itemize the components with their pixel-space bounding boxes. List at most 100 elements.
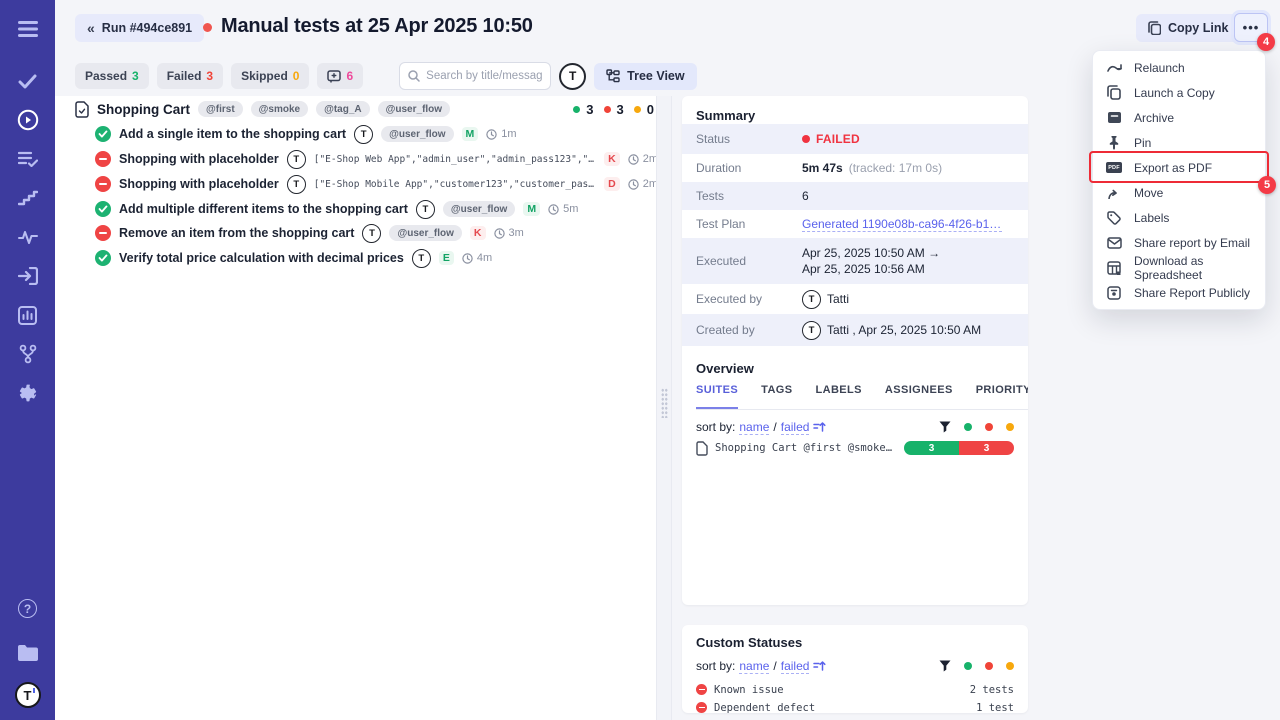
menu-item-move[interactable]: Move	[1093, 181, 1265, 205]
legend-failed-dot[interactable]	[985, 423, 993, 431]
suite-tag[interactable]: @first	[198, 101, 243, 117]
test-row[interactable]: Verify total price calculation with deci…	[95, 248, 658, 268]
test-row[interactable]: Add multiple different items to the shop…	[95, 199, 658, 219]
test-duration: 4m	[462, 252, 492, 264]
resize-handle[interactable]	[661, 388, 668, 418]
menu-item-labels[interactable]: Labels	[1093, 206, 1265, 230]
branch-icon[interactable]	[0, 339, 55, 369]
file-icon	[696, 441, 708, 456]
legend-passed-dot[interactable]	[964, 662, 972, 670]
test-plan-link[interactable]: Generated 1190e08b-ca96-4f26-b10f-d6dc..…	[802, 217, 1002, 232]
tab-priority[interactable]: PRIORITY	[976, 384, 1028, 409]
suite-row[interactable]: Shopping Cart @first @smoke @tag_A @user…	[75, 99, 654, 119]
suite-tag[interactable]: @tag_A	[316, 101, 370, 117]
legend-passed-dot[interactable]	[964, 423, 972, 431]
suite-tag[interactable]: @smoke	[251, 101, 308, 117]
copy-link-button[interactable]: Copy Link	[1136, 14, 1240, 42]
test-duration: 3m	[494, 227, 524, 239]
back-button-label: Run #494ce891	[102, 21, 192, 35]
sort-by-name-link[interactable]: name	[739, 420, 769, 435]
sort-by-name-link[interactable]: name	[739, 659, 769, 674]
import-icon[interactable]	[0, 261, 55, 291]
bar-failed-segment: 3	[959, 441, 1014, 455]
gear-icon[interactable]	[0, 378, 55, 408]
passed-icon	[95, 250, 111, 266]
filter-passed[interactable]: Passed 3	[75, 63, 149, 89]
filter-skipped[interactable]: Skipped 0	[231, 63, 309, 89]
tab-assignees[interactable]: ASSIGNEES	[885, 384, 953, 409]
filter-funnel-icon[interactable]	[939, 421, 951, 433]
suite-tag[interactable]: @user_flow	[378, 101, 450, 117]
archive-icon	[1106, 111, 1122, 124]
folder-icon[interactable]	[0, 638, 55, 668]
test-row[interactable]: Add a single item to the shopping cart T…	[95, 124, 658, 144]
chart-icon[interactable]	[0, 300, 55, 330]
legend-skipped-dot[interactable]	[1006, 662, 1014, 670]
sort-by-failed-link[interactable]: failed	[781, 420, 810, 435]
test-example-data: ["E-Shop Mobile App","customer123","cust…	[314, 179, 596, 190]
summary-row-executed-by: Executed by T Tatti	[682, 284, 1028, 314]
menu-icon[interactable]	[0, 14, 55, 44]
menu-item-relaunch[interactable]: Relaunch	[1093, 56, 1265, 80]
tab-suites[interactable]: SUITES	[696, 384, 738, 409]
suite-counts: 3 3 0	[573, 102, 654, 117]
menu-item-archive[interactable]: Archive	[1093, 106, 1265, 130]
failed-status-dot	[203, 23, 212, 32]
sort-asc-icon[interactable]	[813, 421, 826, 433]
custom-status-row[interactable]: Known issue 2 tests	[696, 681, 1014, 698]
tab-labels[interactable]: LABELS	[815, 384, 861, 409]
actions-dropdown-menu: Relaunch Launch a Copy Archive Pin PDF E…	[1092, 50, 1266, 310]
row-label: Test Plan	[682, 217, 802, 231]
search-icon	[408, 70, 420, 82]
steps-icon[interactable]	[0, 183, 55, 213]
tab-tags[interactable]: TAGS	[761, 384, 792, 409]
menu-item-export-pdf[interactable]: PDF Export as PDF	[1093, 156, 1265, 180]
menu-item-label: Move	[1134, 186, 1163, 200]
help-icon[interactable]: ?	[18, 599, 37, 618]
search-input[interactable]	[426, 70, 542, 82]
duration-text: 4m	[477, 252, 492, 264]
status-letter-badge: M	[523, 202, 540, 216]
list-check-icon[interactable]	[0, 144, 55, 174]
skipped-dot	[634, 106, 641, 113]
activity-icon[interactable]	[0, 222, 55, 252]
test-row[interactable]: Shopping with placeholder T ["E-Shop Web…	[95, 149, 658, 169]
custom-status-count: 1 test	[976, 702, 1014, 714]
menu-item-share-publicly[interactable]: Share Report Publicly	[1093, 281, 1265, 305]
overview-suite-row[interactable]: Shopping Cart @first @smoke … 3 3	[696, 440, 1014, 456]
custom-status-row[interactable]: Dependent defect 1 test	[696, 699, 1014, 713]
test-example-data: ["E-Shop Web App","admin_user","admin_pa…	[314, 154, 596, 165]
menu-item-pin[interactable]: Pin	[1093, 131, 1265, 155]
author-filter-toggle[interactable]: T	[559, 63, 586, 90]
failed-icon	[696, 684, 707, 695]
status-letter-badge: E	[439, 251, 454, 265]
overview-suite-label: Shopping Cart @first @smoke …	[715, 442, 897, 454]
legend-skipped-dot[interactable]	[1006, 423, 1014, 431]
menu-item-download-spreadsheet[interactable]: Download as Spreadsheet	[1093, 256, 1265, 280]
play-circle-icon[interactable]	[0, 105, 55, 135]
created-by-name: Tatti , Apr 25, 2025 10:50 AM	[827, 323, 981, 337]
user-avatar[interactable]: T	[15, 682, 41, 708]
legend-failed-dot[interactable]	[985, 662, 993, 670]
check-icon[interactable]	[0, 66, 55, 96]
test-tag[interactable]: @user_flow	[443, 201, 515, 217]
menu-item-share-email[interactable]: Share report by Email	[1093, 231, 1265, 255]
summary-card: Summary Status FAILED Duration 5m 47s (t…	[682, 96, 1028, 605]
summary-row-tests: Tests 6	[682, 182, 1028, 210]
filter-funnel-icon[interactable]	[939, 660, 951, 672]
test-row[interactable]: Shopping with placeholder T ["E-Shop Mob…	[95, 174, 658, 194]
filter-comments[interactable]: 6	[317, 63, 363, 89]
test-row[interactable]: Remove an item from the shopping cart T …	[95, 223, 658, 243]
menu-item-launch-copy[interactable]: Launch a Copy	[1093, 81, 1265, 105]
test-tag[interactable]: @user_flow	[381, 126, 453, 142]
sort-asc-icon[interactable]	[813, 660, 826, 672]
panel-divider	[656, 96, 672, 720]
row-label: Status	[682, 132, 802, 146]
sort-by-failed-link[interactable]: failed	[781, 659, 810, 674]
filter-failed[interactable]: Failed 3	[157, 63, 223, 89]
test-tag[interactable]: @user_flow	[389, 225, 461, 241]
suite-name[interactable]: Shopping Cart	[97, 102, 190, 117]
back-to-run-button[interactable]: « Run #494ce891	[75, 14, 204, 42]
pin-icon	[1106, 135, 1122, 150]
tree-view-button[interactable]: Tree View	[594, 63, 696, 90]
